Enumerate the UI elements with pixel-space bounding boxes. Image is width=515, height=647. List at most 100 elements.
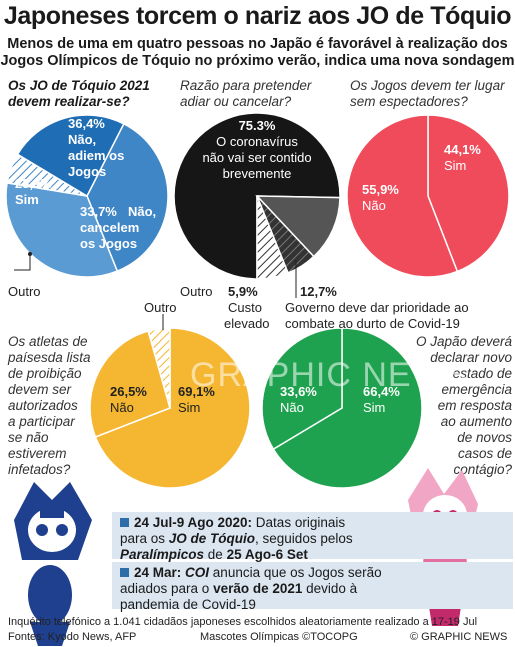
p1-outro-dot <box>28 252 32 256</box>
p2-big-value: 75.3% <box>239 118 276 133</box>
p1-cancel-l1: Não, <box>128 204 156 219</box>
question-5-line-3: estado de <box>452 366 512 381</box>
p2-big-l1: O coronavírus <box>216 134 298 149</box>
question-4-line-8: estiverem <box>8 446 67 461</box>
p5-nao-label: Não <box>280 400 304 415</box>
t2e: devido à <box>302 581 358 596</box>
p2-custo-l2: elevado <box>224 316 270 331</box>
timeline-item-1-date: 24 Jul-9 Ago 2020: <box>134 515 253 530</box>
footer-survey: Inquérito telefónico a 1.041 cidadãos ja… <box>8 616 478 628</box>
t1e: Paralímpicos <box>120 547 205 562</box>
t2b: anuncia que os Jogos serão <box>209 565 382 580</box>
pie4-slice-2 <box>89 330 171 438</box>
p1-cancel-value: 33,7% <box>80 204 117 219</box>
p4-outro-label: Outro <box>144 300 177 315</box>
p4-sim-value: 69,1% <box>178 384 215 399</box>
p5-sim-label: Sim <box>363 400 385 415</box>
question-4: Os atletas de paísesda lista de proibição d… <box>8 334 103 478</box>
p2-outro-label: Outro <box>180 284 213 299</box>
footer-sources: Fontes: Kyodo News, AFP <box>8 631 137 643</box>
subtitle-line-1: Menos de uma em quatro pessoas no Japão … <box>7 36 508 52</box>
question-5-line-5: em resposta <box>437 398 512 413</box>
timeline-item-2: 24 Mar: COI anuncia que os Jogos serão a… <box>112 562 513 612</box>
footer-mascots: Mascotes Olímpicas ©TOCOPG <box>200 631 358 643</box>
question-4-line-4: devem ser <box>8 382 72 397</box>
p2-custo-l1: Custo <box>228 300 262 315</box>
p1-adiem-value: 36,4% <box>68 116 105 131</box>
p1-sim-value: 23,9% <box>15 176 52 191</box>
question-5-line-7: de novos <box>457 430 512 445</box>
p2-custo-value: 5,9% <box>228 284 258 299</box>
p2-gov-l2: combate ao durto de Covid-19 <box>285 316 460 331</box>
p4-sim-label: Sim <box>178 400 200 415</box>
question-5-line-1: O Japão deverá <box>415 334 512 349</box>
question-4-line-7: se não <box>8 430 49 445</box>
pie4-slice-3 <box>147 327 171 409</box>
p1-outro-label: Outro <box>8 284 41 299</box>
pie-charts <box>5 112 510 489</box>
mascot-miraitowa-icon <box>14 482 92 646</box>
pie3-slice-2 <box>346 114 459 278</box>
question-1-line-2: devem realizar-se? <box>8 94 130 109</box>
p3-sim-label: Sim <box>444 158 466 173</box>
question-4-line-5: autorizados <box>8 398 78 413</box>
pie2-slice-1 <box>173 112 341 280</box>
pie3-slice-1 <box>427 114 510 273</box>
p5-sim-value: 66,4% <box>363 384 400 399</box>
timeline-item-2-date: 24 Mar: <box>134 565 186 580</box>
question-2: Razão para pretender adiar ou cancelar? <box>180 78 311 110</box>
p1-outro-leader <box>14 254 31 271</box>
question-4-line-1: Os atletas de <box>8 334 88 349</box>
t2a: COI <box>185 565 210 580</box>
page-subtitle: Menos de uma em quatro pessoas no Japão … <box>0 36 515 70</box>
p1-adiem-l2: adiem os <box>68 148 124 163</box>
pie4-slice-1 <box>94 327 251 489</box>
pie5-slice-1 <box>272 327 423 489</box>
t2c: adiados para o <box>120 581 214 596</box>
question-4-line-6: a participar <box>8 414 75 429</box>
question-5-line-2: declarar novo <box>430 350 512 365</box>
t1c: JO de Tóquio <box>168 531 256 546</box>
p1-adiem-l1: Não, <box>68 132 96 147</box>
question-4-line-3: de proibição <box>8 366 82 381</box>
question-5-line-6: ao aumento <box>440 414 512 429</box>
question-5-line-9: contágio? <box>453 462 512 477</box>
question-1: Os JO de Tóquio 2021 devem realizar-se? <box>8 78 150 110</box>
p4-nao-value: 26,5% <box>110 384 147 399</box>
question-3-line-2: sem espectadores? <box>350 94 468 109</box>
pie2-slice-2 <box>255 195 341 258</box>
footer-copyright: © GRAPHIC NEWS <box>410 631 508 643</box>
pie1-slice-1 <box>86 122 169 273</box>
t2d: verão de 2021 <box>213 581 303 596</box>
t1a: Datas originais <box>252 515 346 530</box>
t1g: 25 Ago-6 Set <box>226 547 308 562</box>
question-2-line-2: adiar ou cancelar? <box>180 94 292 109</box>
p3-sim-value: 44,1% <box>444 142 481 157</box>
pie5-slice-2 <box>261 327 343 451</box>
question-1-line-1: Os JO de Tóquio 2021 <box>8 78 150 93</box>
p5-nao-value: 33,6% <box>280 384 317 399</box>
question-5-line-8: casos de <box>457 446 512 461</box>
pie2-slice-4 <box>256 195 290 280</box>
question-5-line-4: emergência <box>441 382 512 397</box>
p2-gov-value: 12,7% <box>300 284 337 299</box>
t1f: de <box>204 547 227 562</box>
question-4-line-2: paísesda lista <box>8 350 91 365</box>
p3-nao-value: 55,9% <box>362 182 399 197</box>
pie1-slice-4 <box>16 114 125 198</box>
square-bullet-icon <box>120 518 129 527</box>
p1-cancel-l2: cancelem <box>80 220 139 235</box>
pie1-slice-2 <box>5 181 119 278</box>
question-3: Os Jogos devem ter lugar sem espectadore… <box>350 78 505 110</box>
square-bullet-icon <box>120 568 129 577</box>
p2-big-l3: brevemente <box>223 166 292 181</box>
question-4-line-9: infetados? <box>8 462 71 477</box>
t1b: para os <box>120 531 169 546</box>
p1-adiem-l3: Jogos <box>68 164 106 179</box>
subtitle-line-2: Jogos Olímpicos de Tóquio no próximo ver… <box>0 53 515 69</box>
t1d: , seguidos pelos <box>255 531 353 546</box>
watermark: GRAPHIC NEWS <box>190 356 469 394</box>
p1-cancel-l3: os Jogos <box>80 236 137 251</box>
p3-nao-label: Não <box>362 198 386 213</box>
